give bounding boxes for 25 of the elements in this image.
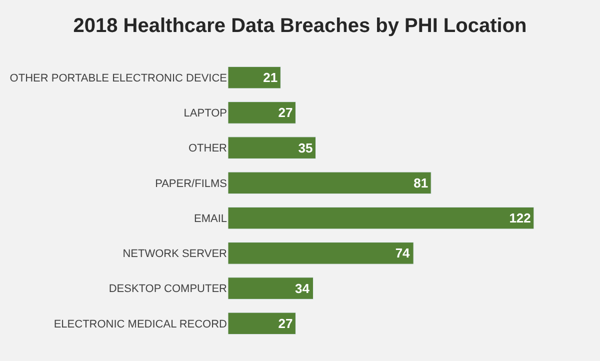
- data-label: 27: [278, 316, 293, 331]
- data-label: 34: [295, 280, 310, 296]
- bar: [228, 242, 414, 264]
- y-tick-label: NETWORK SERVER: [122, 248, 228, 260]
- y-tick-label: DESKTOP COMPUTER: [108, 283, 228, 296]
- y-tick-label: EMAIL: [194, 212, 227, 225]
- bar: [228, 102, 296, 124]
- chart-title: 2018 Healthcare Data Breaches by PHI Location: [73, 15, 527, 38]
- data-label: 21: [263, 70, 278, 86]
- y-tick-label: OTHER PORTABLE ELECTRONIC DEVICE: [10, 72, 227, 84]
- data-label: 27: [278, 105, 293, 120]
- data-label: 35: [298, 140, 313, 156]
- y-tick-label: ELECTRONIC MEDICAL RECORD: [54, 318, 228, 330]
- bar: [228, 66, 281, 89]
- data-label: 74: [395, 246, 411, 261]
- y-tick-label: LAPTOP: [184, 108, 227, 120]
- bar: [228, 136, 316, 159]
- bar: [228, 312, 296, 335]
- data-label: 122: [509, 210, 531, 226]
- bar: [228, 206, 534, 230]
- bar: [228, 277, 314, 300]
- data-label: 81: [414, 175, 428, 190]
- y-tick-label: PAPER/FILMS: [155, 178, 227, 190]
- y-tick-label: OTHER: [188, 142, 228, 155]
- bar: [228, 172, 432, 194]
